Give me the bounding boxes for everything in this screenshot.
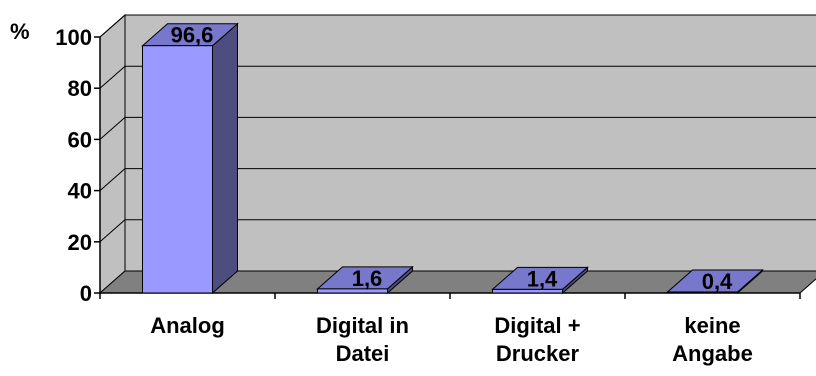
data-label: 0,4 xyxy=(702,269,733,294)
bar-front xyxy=(667,291,738,294)
gridline-side xyxy=(99,219,126,243)
gridline-side xyxy=(99,168,126,191)
bar-2 xyxy=(316,265,414,295)
category-label-line: Drucker xyxy=(496,341,580,366)
gridline-side xyxy=(99,14,126,38)
bar-side xyxy=(212,22,238,295)
y-tick-label: 100 xyxy=(55,25,92,50)
gridline-side xyxy=(99,65,126,89)
y-tick-label: 80 xyxy=(68,76,92,101)
bar-4 xyxy=(666,268,764,295)
category-label-line: Digital + xyxy=(494,313,580,338)
bar-front xyxy=(317,288,388,294)
bar-3 xyxy=(491,266,589,295)
category-label: keine Angabe xyxy=(672,313,753,366)
category-label-line: Angabe xyxy=(672,341,753,366)
chart-walls xyxy=(98,13,816,295)
category-label-line: Analog xyxy=(150,313,225,338)
data-label: 1,6 xyxy=(352,266,383,291)
category-label: Analog xyxy=(150,313,225,338)
category-label-line: Digital in xyxy=(316,313,409,338)
y-tick-label: 20 xyxy=(68,230,92,255)
y-tick-label: 60 xyxy=(68,127,92,152)
side-wall xyxy=(99,13,126,295)
bars xyxy=(141,22,764,295)
category-label: Digital + Drucker xyxy=(494,313,580,366)
y-tick-label: 0 xyxy=(80,281,92,306)
gridline-side xyxy=(99,117,126,140)
data-label: 96,6 xyxy=(171,23,214,48)
y-unit-label: % xyxy=(10,19,30,44)
y-tick-label: 40 xyxy=(68,179,92,204)
bar-1 xyxy=(141,22,239,295)
data-label: 1,4 xyxy=(527,266,558,291)
category-label-line: keine xyxy=(684,313,740,338)
labels: 0 20 40 60 80 100% 96,6 Analog 1,6 Digital in Date… xyxy=(10,19,753,366)
gridlines xyxy=(99,14,816,243)
bar-front xyxy=(492,288,563,294)
category-label: Digital in Datei xyxy=(316,313,409,366)
category-label-line: Datei xyxy=(336,341,390,366)
bar-front xyxy=(142,45,213,294)
